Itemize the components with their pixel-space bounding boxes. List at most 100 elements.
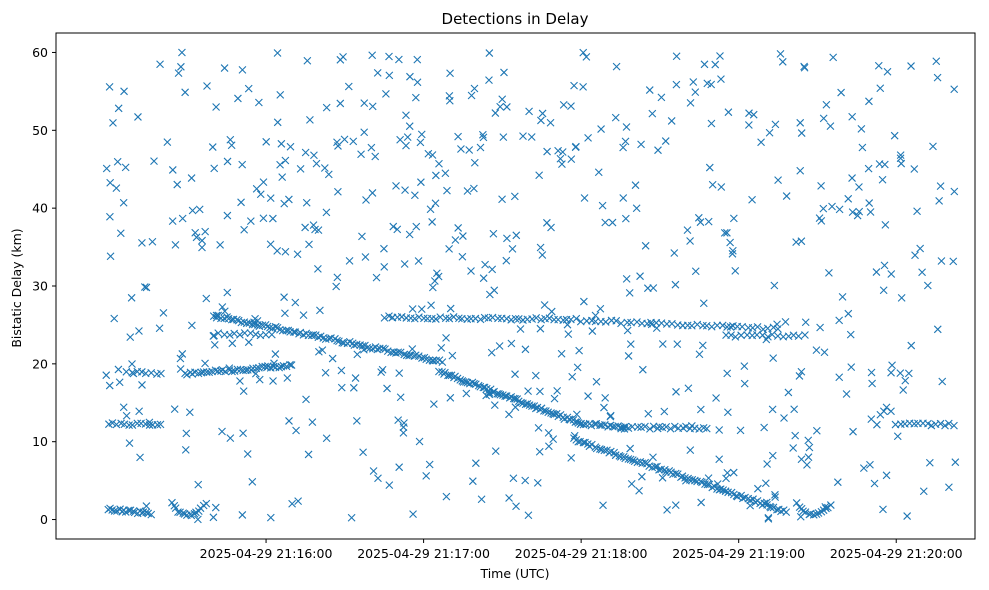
detection-point [435, 367, 443, 376]
detection-point [110, 507, 119, 515]
detection-point [120, 87, 128, 96]
detection-point [903, 512, 912, 520]
detection-point [784, 332, 793, 341]
detection-point [521, 476, 530, 485]
detection-point [768, 330, 777, 339]
detection-point [509, 474, 518, 483]
detection-point [110, 314, 119, 323]
detection-point [112, 184, 121, 193]
detection-point [360, 99, 369, 107]
detection-point [768, 451, 777, 460]
detection-point [182, 429, 191, 438]
detection-point [800, 63, 809, 72]
detection-point [671, 280, 680, 289]
detection-point [238, 65, 247, 74]
detection-point [332, 282, 341, 291]
detection-point [873, 420, 881, 429]
detection-point [228, 339, 237, 348]
detection-point [442, 334, 450, 342]
detection-point [563, 320, 572, 329]
detection-point [243, 365, 252, 374]
detection-point [276, 325, 284, 334]
detection-point [579, 420, 588, 429]
detection-point [428, 283, 437, 292]
detection-point [367, 143, 376, 152]
detection-point [857, 124, 866, 133]
detection-point [505, 410, 513, 419]
detection-point [673, 340, 682, 349]
detection-point [128, 360, 136, 368]
detection-point [305, 240, 313, 249]
detection-point [294, 497, 303, 506]
detection-point [168, 217, 177, 226]
detection-point [936, 419, 945, 428]
detection-point [409, 510, 417, 519]
detection-point [266, 194, 275, 203]
detection-point [209, 332, 218, 340]
detection-point [308, 418, 317, 426]
detection-point [418, 354, 426, 362]
detection-point [702, 321, 711, 330]
detection-point [644, 409, 653, 418]
detection-point [816, 323, 824, 332]
detection-point [781, 317, 790, 326]
detection-point [611, 451, 620, 460]
detection-point [568, 372, 577, 381]
detection-point [218, 303, 227, 311]
detection-point [588, 327, 597, 335]
detection-point [271, 350, 280, 358]
detection-point [211, 503, 220, 512]
detection-point [771, 493, 780, 502]
detection-point [237, 198, 245, 207]
detection-point [324, 170, 333, 179]
detection-point [696, 218, 705, 227]
detection-point [443, 186, 451, 195]
detection-point [697, 498, 706, 507]
detection-point [606, 411, 615, 420]
detection-point [471, 459, 480, 468]
detection-point [121, 163, 130, 172]
detection-point [148, 237, 157, 246]
detection-point [379, 344, 388, 353]
detection-point [866, 208, 875, 216]
detection-point [833, 478, 842, 487]
detection-point [296, 164, 305, 173]
detection-point [281, 247, 290, 256]
detection-point [919, 487, 928, 496]
detection-point [302, 395, 310, 404]
detection-point [670, 249, 679, 257]
detection-point [557, 349, 566, 358]
detection-point [488, 265, 497, 274]
detection-point [848, 112, 857, 121]
detection-point [159, 309, 168, 317]
detection-point [887, 368, 895, 377]
detection-point [611, 113, 620, 122]
detection-point [429, 400, 438, 409]
detection-point [205, 368, 214, 377]
detection-point [538, 109, 547, 118]
detection-point [707, 119, 716, 128]
detection-point [582, 52, 591, 61]
detection-point [932, 57, 941, 66]
detection-point [119, 198, 128, 207]
detection-point [467, 91, 476, 100]
detection-point [157, 369, 165, 378]
detection-point [212, 313, 221, 322]
detection-point [116, 229, 125, 238]
detection-point [598, 201, 607, 210]
detection-point [173, 180, 182, 189]
detection-point [514, 397, 523, 406]
detection-point [176, 365, 185, 373]
detection-point [119, 403, 128, 412]
detection-point [188, 206, 197, 215]
detection-point [572, 142, 580, 151]
detection-point [575, 346, 584, 355]
detection-point [325, 334, 333, 343]
detection-point [740, 362, 749, 371]
detection-point [350, 341, 359, 349]
detection-point [844, 194, 853, 203]
detection-point [322, 103, 331, 112]
detection-point [470, 184, 478, 193]
detection-point [599, 501, 607, 510]
detection-point [682, 476, 690, 485]
